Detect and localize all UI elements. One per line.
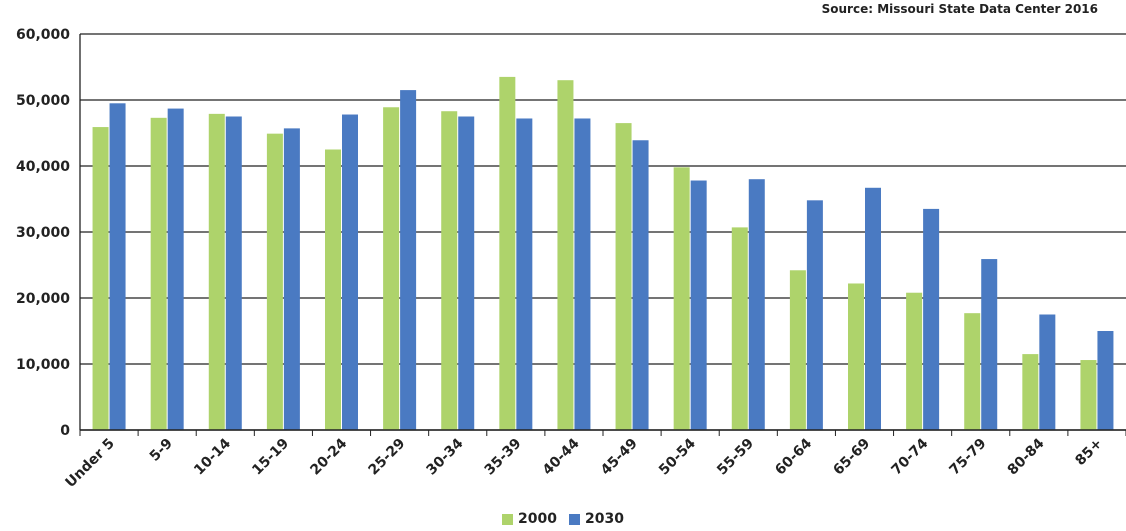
legend-item-2030: 2030 bbox=[569, 511, 624, 527]
x-tick-label: 80-84 bbox=[1005, 435, 1048, 478]
bar-2030-20-24 bbox=[342, 114, 358, 431]
bar-2000-15-19 bbox=[266, 133, 283, 430]
x-tick-label: 65-69 bbox=[830, 436, 873, 479]
bar-2030-10-14 bbox=[225, 116, 242, 430]
bar-2030-15-19 bbox=[283, 128, 300, 430]
bar-2030-85plus bbox=[1097, 331, 1114, 430]
bar-2030-25-29 bbox=[400, 90, 417, 430]
x-tick-label: 30-34 bbox=[424, 435, 467, 478]
bar-2000-70-74 bbox=[906, 292, 923, 430]
bar-2030-55-59 bbox=[748, 179, 765, 430]
bar-2000-65-69 bbox=[848, 283, 864, 430]
bar-2000-80-84 bbox=[1022, 354, 1039, 430]
y-tick-label: 50,000 bbox=[16, 93, 70, 109]
bar-2030-5-9 bbox=[167, 108, 184, 430]
legend-swatch bbox=[569, 513, 580, 525]
x-tick-label: 55-59 bbox=[714, 436, 757, 479]
bar-2000-30-34 bbox=[441, 111, 458, 430]
bar-2030-80-84 bbox=[1039, 314, 1056, 430]
x-tick-label: 50-54 bbox=[656, 435, 699, 478]
bar-2000-50-54 bbox=[673, 167, 690, 430]
legend-swatch bbox=[502, 513, 514, 525]
y-tick-label: 20,000 bbox=[16, 291, 70, 307]
bar-2030-under-5 bbox=[109, 103, 126, 431]
bars bbox=[92, 76, 1114, 431]
y-tick-label: 40,000 bbox=[16, 159, 70, 175]
bar-2030-30-34 bbox=[458, 116, 475, 430]
bar-2000-55-59 bbox=[731, 227, 748, 430]
bar-2000-5-9 bbox=[150, 117, 167, 430]
bar-2000-40-44 bbox=[557, 80, 574, 430]
y-tick-label: 10,000 bbox=[16, 357, 70, 373]
x-tick-label: 45-49 bbox=[598, 436, 641, 479]
bar-2030-75-79 bbox=[981, 259, 998, 430]
bar-2000-85plus bbox=[1080, 360, 1097, 430]
y-axis: 0 10,000 20,000 30,000 40,000 50,000 60,000 bbox=[16, 27, 81, 439]
bar-2000-under-5 bbox=[92, 127, 109, 430]
y-tick-label: 60,000 bbox=[16, 27, 70, 43]
x-tick-label: 20-24 bbox=[307, 435, 350, 478]
bar-2030-45-49 bbox=[632, 140, 649, 430]
x-tick-label: 40-44 bbox=[540, 435, 583, 478]
bar-2000-20-24 bbox=[325, 149, 341, 430]
x-tick-label: 15-19 bbox=[249, 436, 292, 479]
x-tick-label: 10-14 bbox=[191, 435, 234, 478]
bar-2030-65-69 bbox=[865, 187, 881, 430]
bar-2000-75-79 bbox=[964, 313, 981, 430]
legend-item-2000: 2000 bbox=[502, 511, 557, 527]
x-tick-label: 85+ bbox=[1072, 436, 1105, 469]
y-tick-label: 0 bbox=[60, 423, 70, 439]
source-note: Source: Missouri State Data Center 2016 bbox=[821, 2, 1098, 16]
x-tick-label: 35-39 bbox=[482, 436, 525, 479]
bar-2030-35-39 bbox=[516, 118, 533, 430]
y-tick-label: 30,000 bbox=[16, 225, 70, 241]
x-tick-label: 60-64 bbox=[772, 435, 815, 478]
x-tick-label: Under 5 bbox=[62, 436, 117, 491]
bar-2030-70-74 bbox=[923, 208, 940, 430]
bar-2000-45-49 bbox=[615, 123, 632, 430]
x-tick-label: 70-74 bbox=[888, 435, 931, 478]
legend-label: 2030 bbox=[585, 511, 624, 527]
bar-2000-10-14 bbox=[208, 113, 225, 431]
bar-2000-60-64 bbox=[789, 270, 806, 430]
bar-2000-35-39 bbox=[499, 76, 516, 431]
x-axis: Under 5 5-9 10-14 15-19 20-24 25-29 30-34 35-39… bbox=[62, 429, 1126, 491]
bar-2030-60-64 bbox=[806, 200, 823, 430]
x-tick-label: 25-29 bbox=[365, 436, 408, 479]
bar-2000-25-29 bbox=[383, 107, 400, 430]
legend-label: 2000 bbox=[518, 511, 557, 527]
x-tick-label: 75-79 bbox=[947, 436, 990, 479]
legend: 2000 2030 bbox=[0, 511, 1126, 529]
bar-2030-50-54 bbox=[690, 180, 707, 430]
x-tick-label: 5-9 bbox=[147, 436, 176, 465]
bar-2030-40-44 bbox=[574, 118, 591, 430]
